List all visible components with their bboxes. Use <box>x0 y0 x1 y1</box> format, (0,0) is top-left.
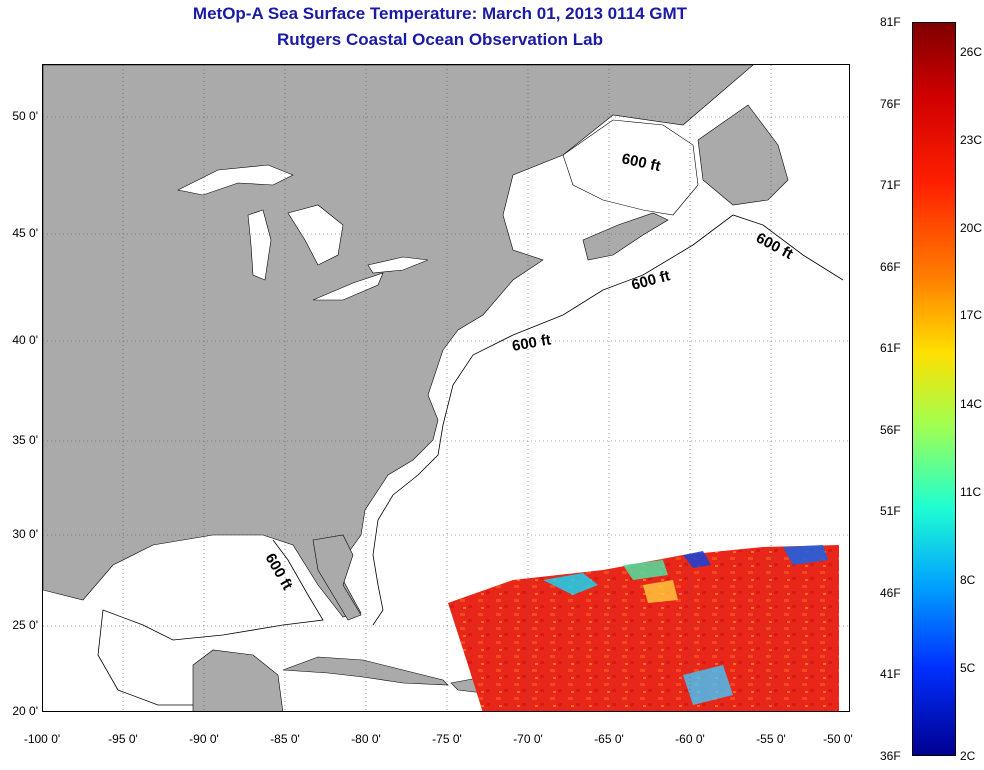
lon-tick-label: -75 0' <box>432 732 462 746</box>
colorbar-c-label: 17C <box>960 308 983 322</box>
lake-ontario <box>367 256 429 274</box>
lon-tick-label: -65 0' <box>594 732 624 746</box>
land-cuba <box>282 656 449 686</box>
lake-superior <box>177 164 294 196</box>
colorbar <box>912 22 956 756</box>
land-florida <box>312 534 362 621</box>
colorbar-f-label: 46F <box>880 586 901 600</box>
sst-cool-patch <box>623 560 668 580</box>
sst-map: 600 ft 600 ft 600 ft 600 ft 600 ft <box>42 64 850 712</box>
sst-cool-patch <box>683 551 711 568</box>
colorbar-c-label: 14C <box>960 397 983 411</box>
lat-tick-label: 25 0' <box>12 618 38 632</box>
lon-tick-label: -85 0' <box>270 732 300 746</box>
sst-cool-patch <box>783 545 828 565</box>
colorbar-c-label: 11C <box>960 485 982 499</box>
lon-tick-label: -70 0' <box>513 732 543 746</box>
colorbar-c-label: 20C <box>960 221 983 235</box>
lat-tick-label: 40 0' <box>12 333 38 347</box>
colorbar-c-label: 8C <box>960 573 976 587</box>
lon-tick-label: -55 0' <box>756 732 786 746</box>
lake-erie <box>312 272 384 301</box>
lake-huron <box>287 204 344 266</box>
colorbar-c-label: 23C <box>960 133 983 147</box>
colorbar-c-label: 5C <box>960 661 976 675</box>
lat-tick-label: 30 0' <box>12 527 38 541</box>
colorbar-c-label: 26C <box>960 45 983 59</box>
map-gridlines <box>43 65 849 711</box>
map-canvas: 600 ft 600 ft 600 ft 600 ft 600 ft <box>43 65 849 711</box>
colorbar-f-label: 56F <box>880 423 901 437</box>
contour-label: 600 ft <box>511 331 553 355</box>
lon-tick-label: -95 0' <box>108 732 138 746</box>
isobath-600ft <box>372 214 844 626</box>
isobath-600ft-gulf <box>97 539 324 706</box>
lon-tick-label: -90 0' <box>189 732 219 746</box>
land-yucatan <box>192 649 284 711</box>
land-north-america <box>43 65 754 618</box>
map-title: MetOp-A Sea Surface Temperature: March 0… <box>192 4 688 23</box>
map-subtitle: Rutgers Coastal Ocean Observation Lab <box>277 30 603 49</box>
lon-tick-label: -50 0' <box>823 732 853 746</box>
sst-cool-patch <box>543 573 598 595</box>
lat-tick-label: 50 0' <box>12 109 38 123</box>
colorbar-f-label: 61F <box>880 341 901 355</box>
sst-swath <box>448 545 839 711</box>
sst-cool-patch <box>643 580 678 603</box>
colorbar-f-label: 81F <box>880 15 901 29</box>
land-nova-scotia <box>582 212 669 261</box>
sst-cool-patch <box>683 665 733 705</box>
lon-tick-label: -100 0' <box>23 732 61 746</box>
contour-label: 600 ft <box>630 267 672 294</box>
lat-tick-label: 35 0' <box>12 433 38 447</box>
lat-tick-label: 45 0' <box>12 226 38 240</box>
lake-michigan <box>247 209 272 281</box>
lon-tick-label: -80 0' <box>351 732 381 746</box>
colorbar-f-label: 36F <box>880 749 901 763</box>
colorbar-f-label: 71F <box>880 178 901 192</box>
land-newfoundland <box>697 104 789 206</box>
lon-tick-label: -60 0' <box>675 732 705 746</box>
colorbar-f-label: 66F <box>880 260 901 274</box>
lat-tick-label: 20 0' <box>12 704 38 718</box>
colorbar-f-label: 76F <box>880 97 901 111</box>
colorbar-f-label: 41F <box>880 667 901 681</box>
contour-label: 600 ft <box>262 551 296 593</box>
contour-label: 600 ft <box>753 230 796 263</box>
colorbar-f-label: 51F <box>880 504 901 518</box>
gulf-st-lawrence <box>562 119 699 216</box>
colorbar-c-label: 2C <box>960 749 976 763</box>
